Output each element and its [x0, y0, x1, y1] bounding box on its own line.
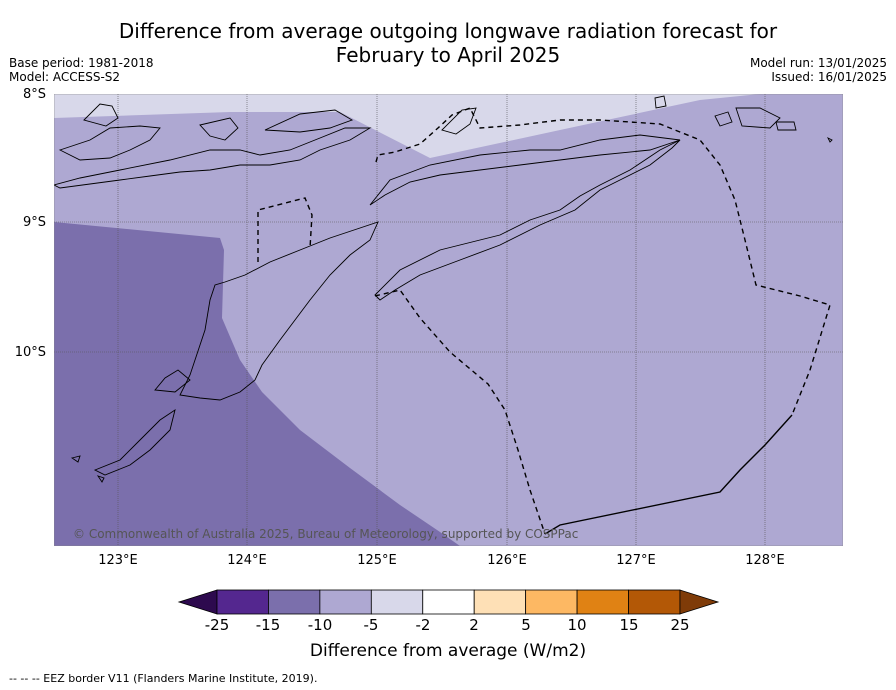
lon-label-128e: 128°E [745, 553, 785, 568]
field-neg15-neg10 [54, 222, 460, 546]
colorbar-tick: -25 [204, 616, 230, 634]
eez-footnote: -- -- -- EEZ border V11 (Flanders Marine… [9, 672, 318, 685]
field-neg5-neg2 [54, 94, 760, 158]
lon-label-127e: 127°E [616, 553, 656, 568]
colorbar-bin [319, 589, 372, 615]
lon-label-124e: 124°E [227, 553, 267, 568]
colorbar-tick: 2 [469, 616, 479, 634]
title-line-2: February to April 2025 [335, 43, 561, 67]
colorbar-tick: 5 [521, 616, 531, 634]
colorbar-label: Difference from average (W/m2) [309, 641, 587, 661]
colorbar-tick: -2 [415, 616, 431, 634]
colorbar-bin [473, 589, 527, 615]
colorbar-tick: -10 [307, 616, 333, 634]
meta-left: Base period: 1981-2018 Model: ACCESS-S2 [9, 56, 154, 84]
eez-border [257, 107, 831, 535]
colorbar-tick: 15 [619, 616, 639, 634]
map-title: Difference from average outgoing longwav… [0, 19, 896, 67]
colorbar-extend-high [679, 589, 720, 615]
colorbar-bin [268, 589, 321, 615]
copyright-credit: © Commonwealth of Australia 2025, Bureau… [73, 527, 579, 541]
colorbar-bin [216, 589, 269, 615]
model-name: Model: ACCESS-S2 [9, 70, 121, 84]
colorbar-tick: 25 [670, 616, 690, 634]
lat-label-10s: 10°S [14, 345, 46, 360]
model-run: Model run: 13/01/2025 [749, 56, 887, 70]
colorbar-tick: -5 [363, 616, 379, 634]
colorbar-bin [576, 589, 629, 615]
lat-label-8s: 8°S [22, 87, 46, 102]
colorbar-tick: 10 [567, 616, 587, 634]
lon-label-126e: 126°E [487, 553, 527, 568]
issued-date: Issued: 16/01/2025 [771, 70, 887, 84]
colorbar-tick: -15 [255, 616, 281, 634]
base-period: Base period: 1981-2018 [9, 56, 154, 70]
colorbar [177, 589, 720, 615]
title-line-1: Difference from average outgoing longwav… [118, 19, 778, 43]
colorbar-extend-low [177, 589, 218, 615]
meta-right: Model run: 13/01/2025 Issued: 16/01/2025 [750, 56, 887, 84]
colorbar-bin [370, 589, 424, 615]
colorbar-bin [525, 589, 578, 615]
graticule [54, 94, 843, 546]
coastline [54, 95, 833, 483]
lon-label-123e: 123°E [98, 553, 138, 568]
eez-border-solid [544, 414, 793, 535]
lat-label-9s: 9°S [22, 215, 46, 230]
colorbar-bin [422, 589, 475, 615]
lon-label-125e: 125°E [357, 553, 397, 568]
map-panel [54, 94, 843, 546]
colorbar-bin [628, 589, 681, 615]
